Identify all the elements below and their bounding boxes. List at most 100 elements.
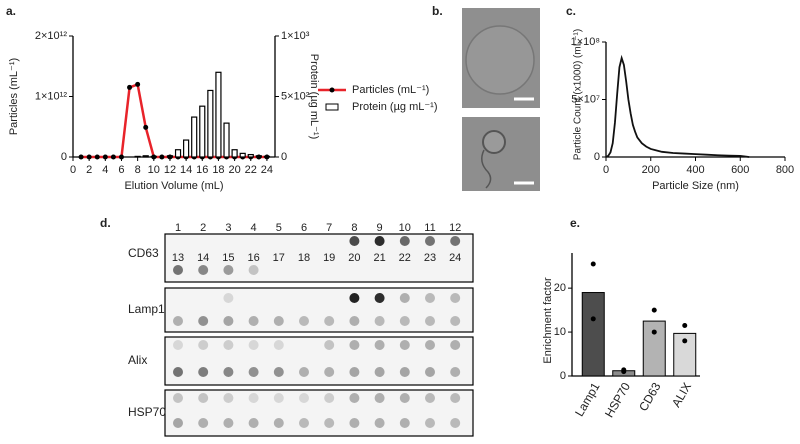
blot-dot [223, 418, 234, 428]
blot-dot [248, 265, 259, 275]
x-tick-label: 2 [86, 164, 92, 176]
y-axis-title: Particle Count (x1000) (mL⁻¹) [573, 29, 584, 160]
y-tick-label: 10 [554, 326, 566, 338]
blot-dot [450, 418, 461, 428]
blot-dot [173, 418, 183, 428]
blot-dot [273, 418, 284, 428]
point [102, 154, 108, 160]
blot-dot [425, 393, 435, 403]
lane-number: 11 [424, 222, 435, 234]
y-axis-title: Enrichment factor [542, 277, 554, 364]
blot-dot [198, 316, 209, 326]
line [605, 54, 750, 158]
em-images [462, 8, 540, 191]
x-tick-label: 8 [135, 164, 141, 176]
membrane [481, 149, 492, 189]
bar [142, 155, 149, 158]
x-tick-label: 0 [70, 164, 76, 176]
legend-label: Protein (µg mL⁻¹) [352, 101, 438, 113]
x-tick-label: 16 [196, 164, 208, 176]
lane-number: 15 [222, 252, 234, 264]
panel-label: c. [566, 4, 576, 18]
blot-strip [164, 336, 474, 386]
x-tick-label: 22 [245, 164, 257, 176]
blot-dot [425, 316, 435, 326]
legend-swatch [329, 87, 335, 93]
bar [174, 149, 182, 158]
blot-strip [164, 287, 474, 333]
blot-dot [349, 316, 360, 326]
blot-dot [425, 293, 435, 303]
y-tick-label: 20 [554, 282, 566, 294]
legend-label: Particles (mL⁻¹) [352, 84, 429, 96]
blot-row-label: HSP70 [128, 405, 166, 419]
blot-dot [223, 367, 234, 377]
blot-dot [248, 367, 259, 377]
blot-dot [349, 367, 360, 377]
bar [223, 122, 230, 158]
replicate-point [590, 261, 596, 267]
lane-number: 14 [197, 252, 209, 264]
blot-row-label: CD63 [128, 246, 159, 260]
x-tick-label: CD63 [636, 380, 664, 414]
blot-row-label: Lamp1 [128, 302, 165, 316]
blot-dot [349, 293, 360, 303]
blot-dot [223, 293, 234, 303]
x-tick-label: 12 [164, 164, 176, 176]
blot-dot [450, 316, 461, 326]
vesicle [465, 25, 535, 95]
replicate-point [682, 322, 688, 328]
blot-dot [273, 367, 284, 377]
lane-number: 5 [276, 222, 282, 234]
blot-strip [164, 389, 474, 437]
replicate-point [651, 307, 657, 313]
y2-axis-title: Protein (µg mL⁻¹) [308, 54, 320, 140]
lane-number: 20 [348, 252, 360, 264]
blot-dot [425, 367, 435, 377]
blot-dot [374, 316, 385, 326]
blot-dot [198, 265, 209, 275]
y2-tick-label: 0 [281, 151, 287, 163]
replicate-point [621, 369, 627, 375]
lane-number: 4 [251, 222, 257, 234]
lane-number: 16 [247, 252, 259, 264]
blot-row-label: Alix [128, 353, 147, 367]
blot-dot [399, 418, 410, 428]
blot-dot [450, 293, 461, 303]
blot-dot [399, 236, 410, 246]
y-tick-label: 1×10¹² [35, 90, 67, 102]
blot-dot [374, 367, 385, 377]
blot-dot [324, 418, 335, 428]
blot-dot [450, 236, 461, 246]
blot-dot [223, 316, 234, 326]
lane-number: 3 [225, 222, 231, 234]
x-axis-title: Particle Size (nm) [652, 180, 739, 192]
x-tick-label: 18 [212, 164, 224, 176]
y2-tick-label: 5×10² [281, 90, 310, 102]
blot-dot [349, 393, 360, 403]
lane-number: 1 [175, 222, 181, 234]
blot-dot [299, 418, 309, 428]
blot-dot [173, 316, 183, 326]
blot-dot [248, 316, 259, 326]
blot-dot [399, 316, 410, 326]
y-tick-label: 0 [61, 151, 67, 163]
x-tick-label: Lamp1 [572, 380, 603, 419]
blot-dot [450, 340, 461, 350]
panel-label: e. [570, 216, 580, 230]
x-axis-title: Elution Volume (mL) [124, 180, 223, 192]
blot-dot [198, 367, 209, 377]
blot-dot [223, 393, 234, 403]
lane-number: 8 [351, 222, 357, 234]
replicate-point [590, 316, 596, 322]
blot-dot [248, 340, 259, 350]
blot-dot [173, 393, 183, 403]
blot-dot [273, 340, 284, 350]
x-tick-label: 400 [686, 164, 704, 176]
blot-dot [450, 367, 461, 377]
bar [199, 105, 206, 158]
point [110, 154, 116, 160]
y-tick-label: 0 [560, 370, 566, 382]
bar [150, 155, 157, 158]
lane-number: 7 [326, 222, 332, 234]
